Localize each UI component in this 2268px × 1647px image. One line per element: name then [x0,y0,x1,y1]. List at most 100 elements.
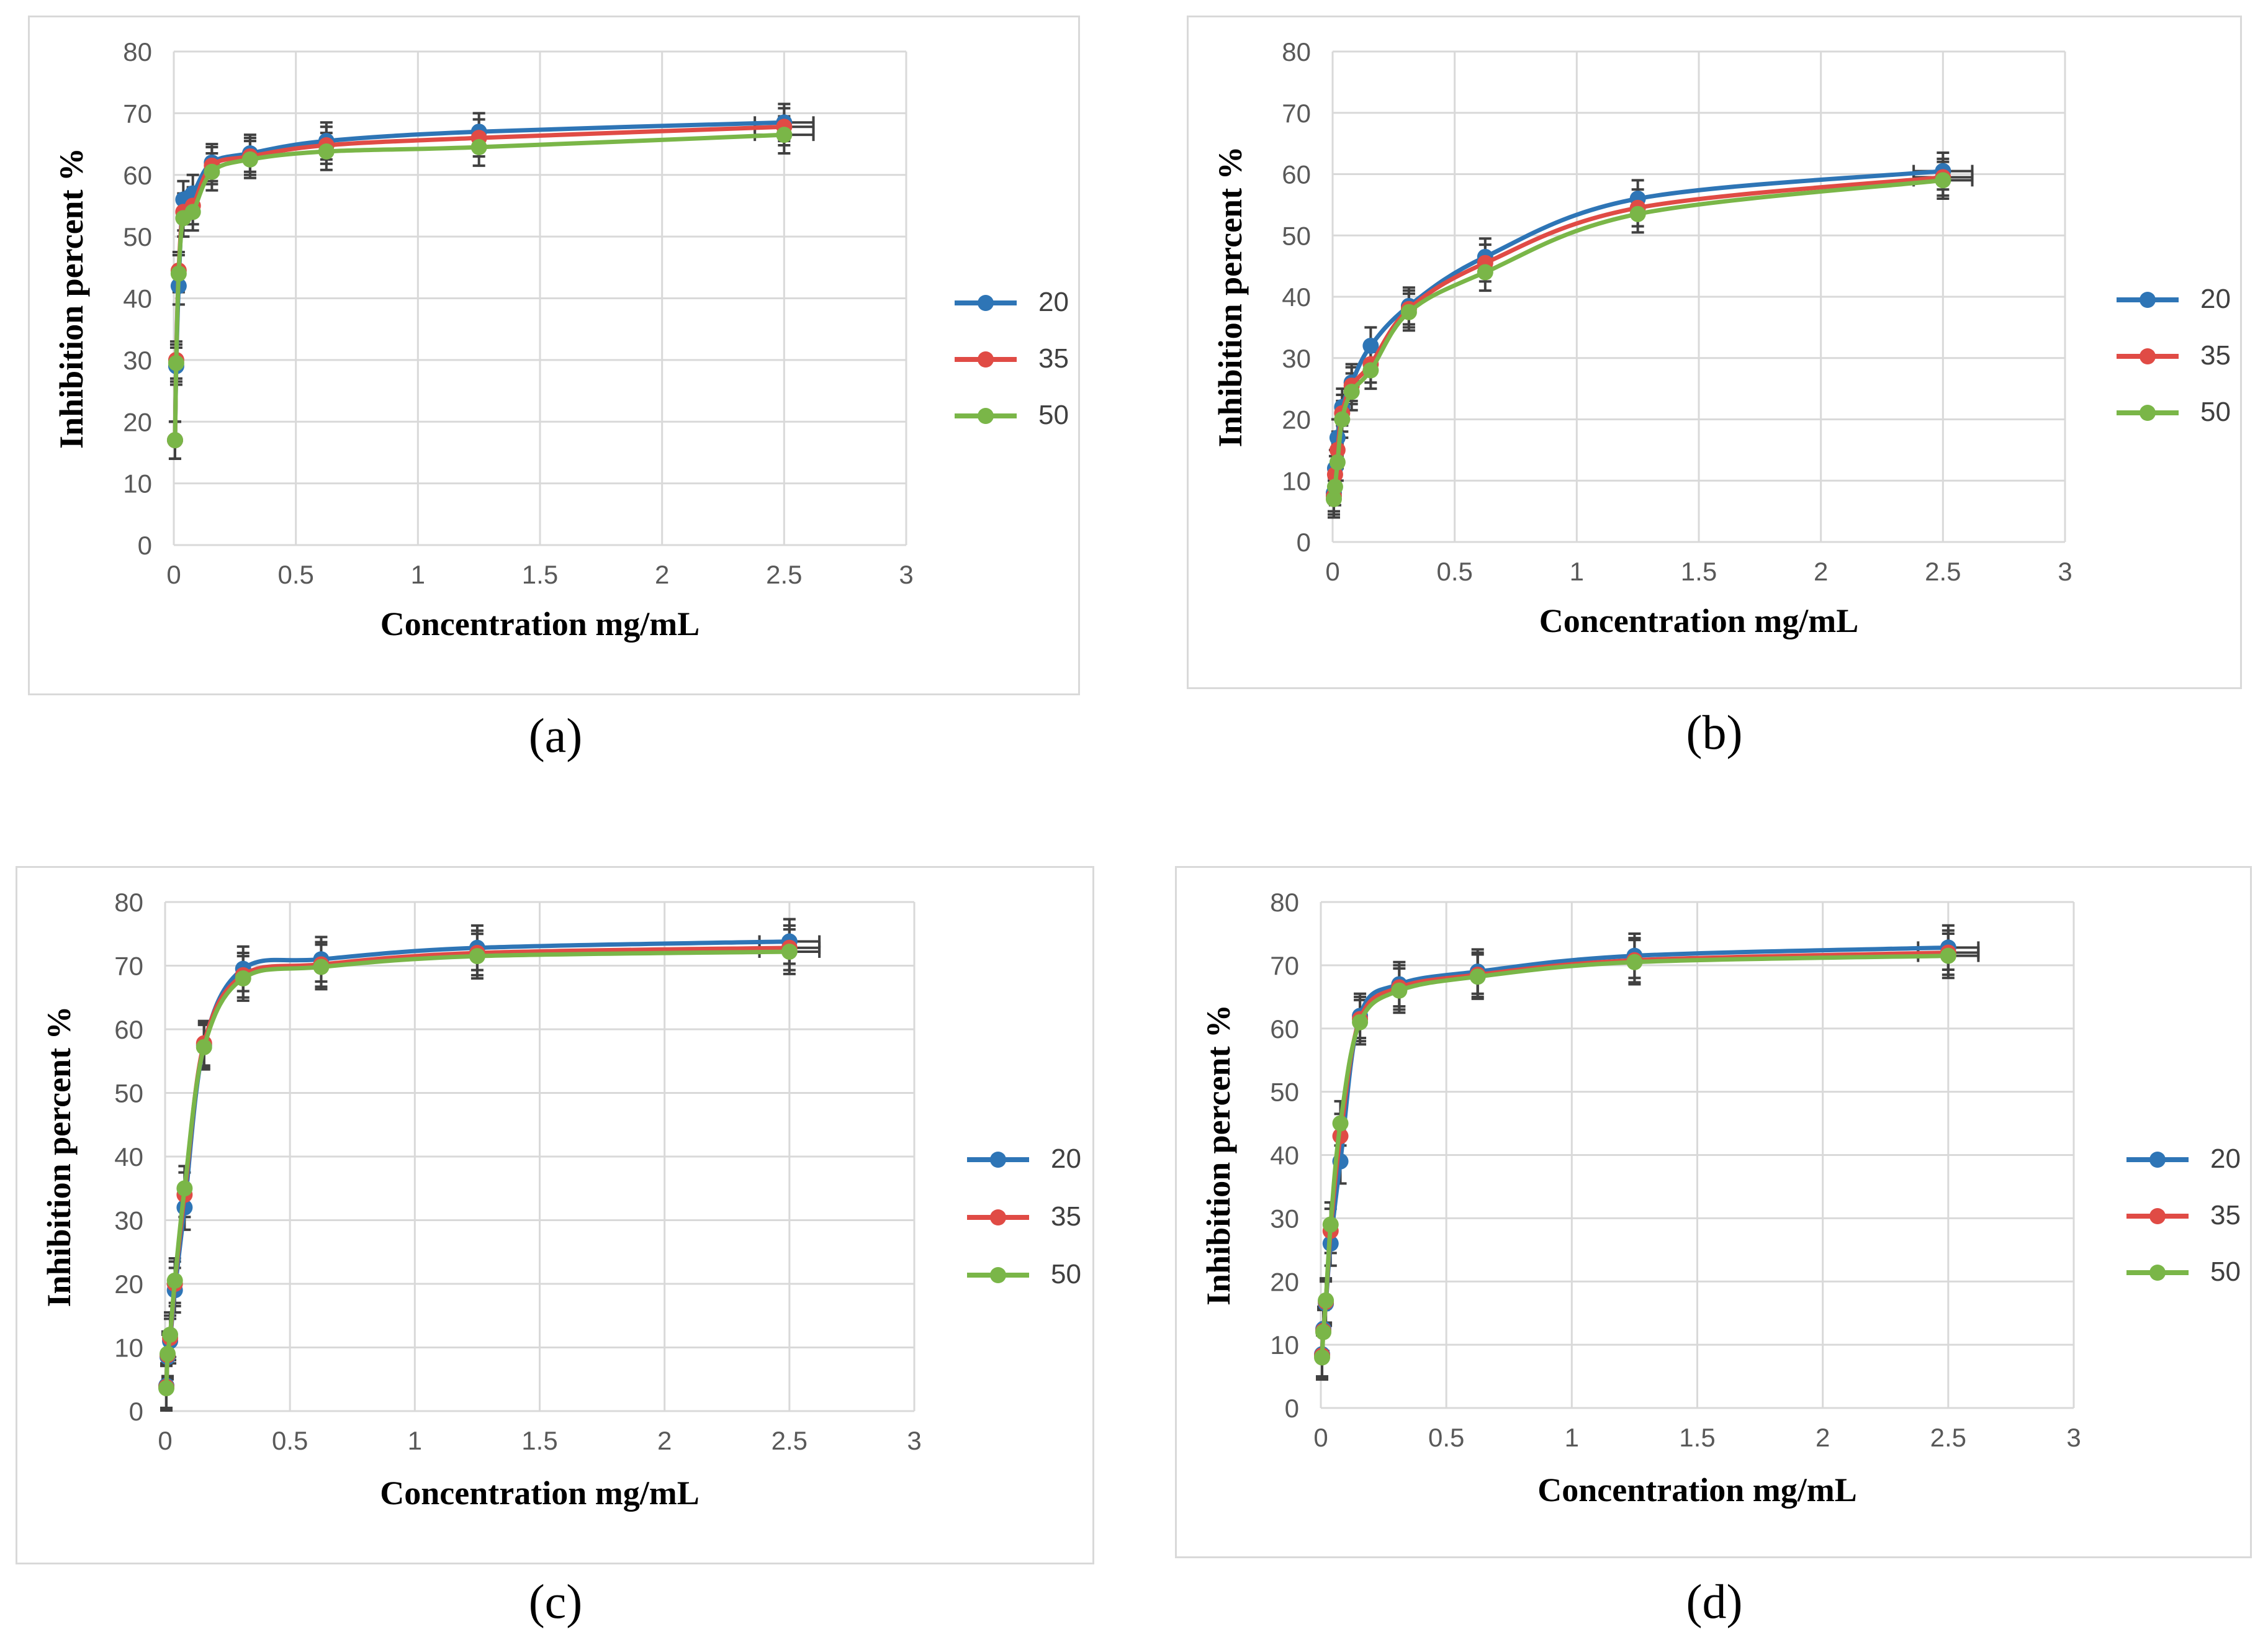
x-tick-label: 2.5 [772,1426,808,1455]
y-tick-label: 20 [1282,405,1311,435]
legend-label-20: 20 [2210,1144,2241,1174]
chart-panel-b: 0 0.5 1 1.5 2 2.5 3 0 10 20 30 40 50 60 70 80 Concentrat… [1187,16,2242,689]
x-tick-label: 0.5 [277,560,313,589]
data-point-50 [1940,947,1956,964]
data-point-50 [160,1345,176,1362]
series-line-50 [173,132,785,441]
chart-panel-d: 0 0.5 1 1.5 2 2.5 3 0 10 20 30 40 50 60 70 80 Concentrat… [1175,866,2252,1558]
data-point-50 [1315,1324,1332,1340]
series-line-20 [1320,945,1948,1355]
x-tick-label: 2.5 [1930,1423,1966,1452]
x-tick-label: 0 [1325,557,1339,586]
y-tick-label: 70 [123,99,152,128]
x-tick-label: 2.5 [1925,557,1961,586]
series-line-35 [173,124,785,441]
legend-label-20: 20 [2200,284,2231,314]
series-line-50 [164,949,790,1389]
data-point-50 [184,204,201,220]
series-line-50 [1320,954,1948,1358]
data-point-50 [1326,479,1343,495]
y-tick-label: 10 [1270,1330,1299,1360]
data-point-50 [776,127,793,143]
x-tick-label: 1 [1565,1423,1579,1452]
y-tick-label: 10 [114,1333,143,1363]
gridlines [164,901,916,1412]
x-tick-label: 0.5 [1428,1423,1464,1452]
y-tick-label: 80 [123,37,152,66]
y-tick-label: 60 [123,161,152,190]
legend-label-35: 35 [1051,1201,1081,1232]
data-point-50 [1334,411,1351,428]
chart-b-plot: 0 0.5 1 1.5 2 2.5 301020304050607080Concentrat… [1212,37,2072,639]
data-point-50 [196,1039,212,1055]
legend-item-50: 50 [967,1257,1128,1294]
data-point-50 [1329,454,1346,471]
legend-item-50: 50 [2126,1254,2268,1291]
data-point-50 [1469,968,1486,985]
chart-panel-a: 0 0.5 1 1.5 2 2.5 3 0 10 20 30 40 50 60 70 80 Concentrat… [28,16,1080,695]
y-tick-label: 60 [1282,160,1311,189]
y-tick-label: 50 [1270,1078,1299,1107]
y-tick-label: 0 [1285,1394,1299,1423]
data-point-50 [168,354,184,371]
chart-panel-c: 0 0.5 1 1.5 2 2.5 3 0 10 20 30 40 50 60 70 80 Concentrat… [16,866,1094,1564]
y-tick-label: 30 [114,1206,143,1235]
data-point-50 [235,970,251,986]
legend-label-50: 50 [2210,1257,2241,1287]
data-point-50 [1362,362,1379,379]
data-point-20 [1362,338,1379,354]
y-tick-label: 50 [114,1079,143,1108]
y-tick-label: 0 [138,531,152,560]
x-tick-label: 0 [1313,1423,1328,1452]
y-tick-label: 0 [129,1397,143,1426]
x-tick-label: 0.5 [1436,557,1472,586]
legend-item-20: 20 [2126,1141,2268,1178]
y-tick-label: 40 [1282,282,1311,312]
x-tick-label: 2 [655,560,669,589]
y-axis-title: Inhibition percent % [53,148,90,449]
y-tick-label: 70 [114,952,143,981]
series-line-35 [164,945,790,1388]
x-tick-label: 3 [2066,1423,2081,1452]
x-tick-label: 2.5 [766,560,802,589]
x-tick-label: 1 [1570,557,1584,586]
legend-label-50: 50 [2200,397,2231,427]
legend-label-35: 35 [1038,343,1069,374]
gridlines [1331,50,2066,543]
data-point-50 [176,1180,193,1197]
x-tick-label: 2 [1814,557,1828,586]
series-line-35 [1320,950,1948,1356]
legend-item-20: 20 [967,1141,1128,1178]
y-tick-label: 50 [123,222,152,251]
data-point-50 [166,1272,183,1289]
y-tick-label: 10 [123,469,152,499]
legend-item-35: 35 [2126,1198,2268,1235]
data-point-50 [166,432,183,449]
x-tick-label: 0.5 [272,1426,308,1455]
x-axis-title: Concentration mg/mL [1539,602,1858,639]
data-point-50 [241,151,258,168]
y-tick-label: 40 [123,284,152,314]
chart-c-plot: 0 0.5 1 1.5 2 2.5 301020304050607080Concentrat… [40,888,922,1512]
legend-item-50: 50 [955,397,1116,435]
data-point-50 [1325,490,1342,507]
legend-label-20: 20 [1051,1144,1081,1174]
caption-d: (d) [1686,1574,1743,1628]
y-axis-title: Inhibition percent % [40,1006,78,1307]
x-tick-label: 2 [657,1426,672,1455]
data-point-50 [1935,172,1951,189]
y-tick-label: 30 [1282,344,1311,373]
data-point-50 [1391,982,1408,999]
x-tick-label: 1.5 [1679,1423,1715,1452]
x-axis-title: Concentration mg/mL [380,605,700,643]
data-point-50 [470,139,487,156]
y-tick-label: 0 [1297,528,1311,557]
y-tick-label: 50 [1282,221,1311,250]
y-tick-label: 80 [114,888,143,917]
x-axis-title: Concentration mg/mL [380,1474,699,1512]
data-point-50 [1322,1216,1339,1233]
y-tick-label: 40 [114,1142,143,1171]
data-point-50 [1626,954,1643,970]
data-point-50 [469,948,485,965]
x-tick-label: 2 [1816,1423,1830,1452]
